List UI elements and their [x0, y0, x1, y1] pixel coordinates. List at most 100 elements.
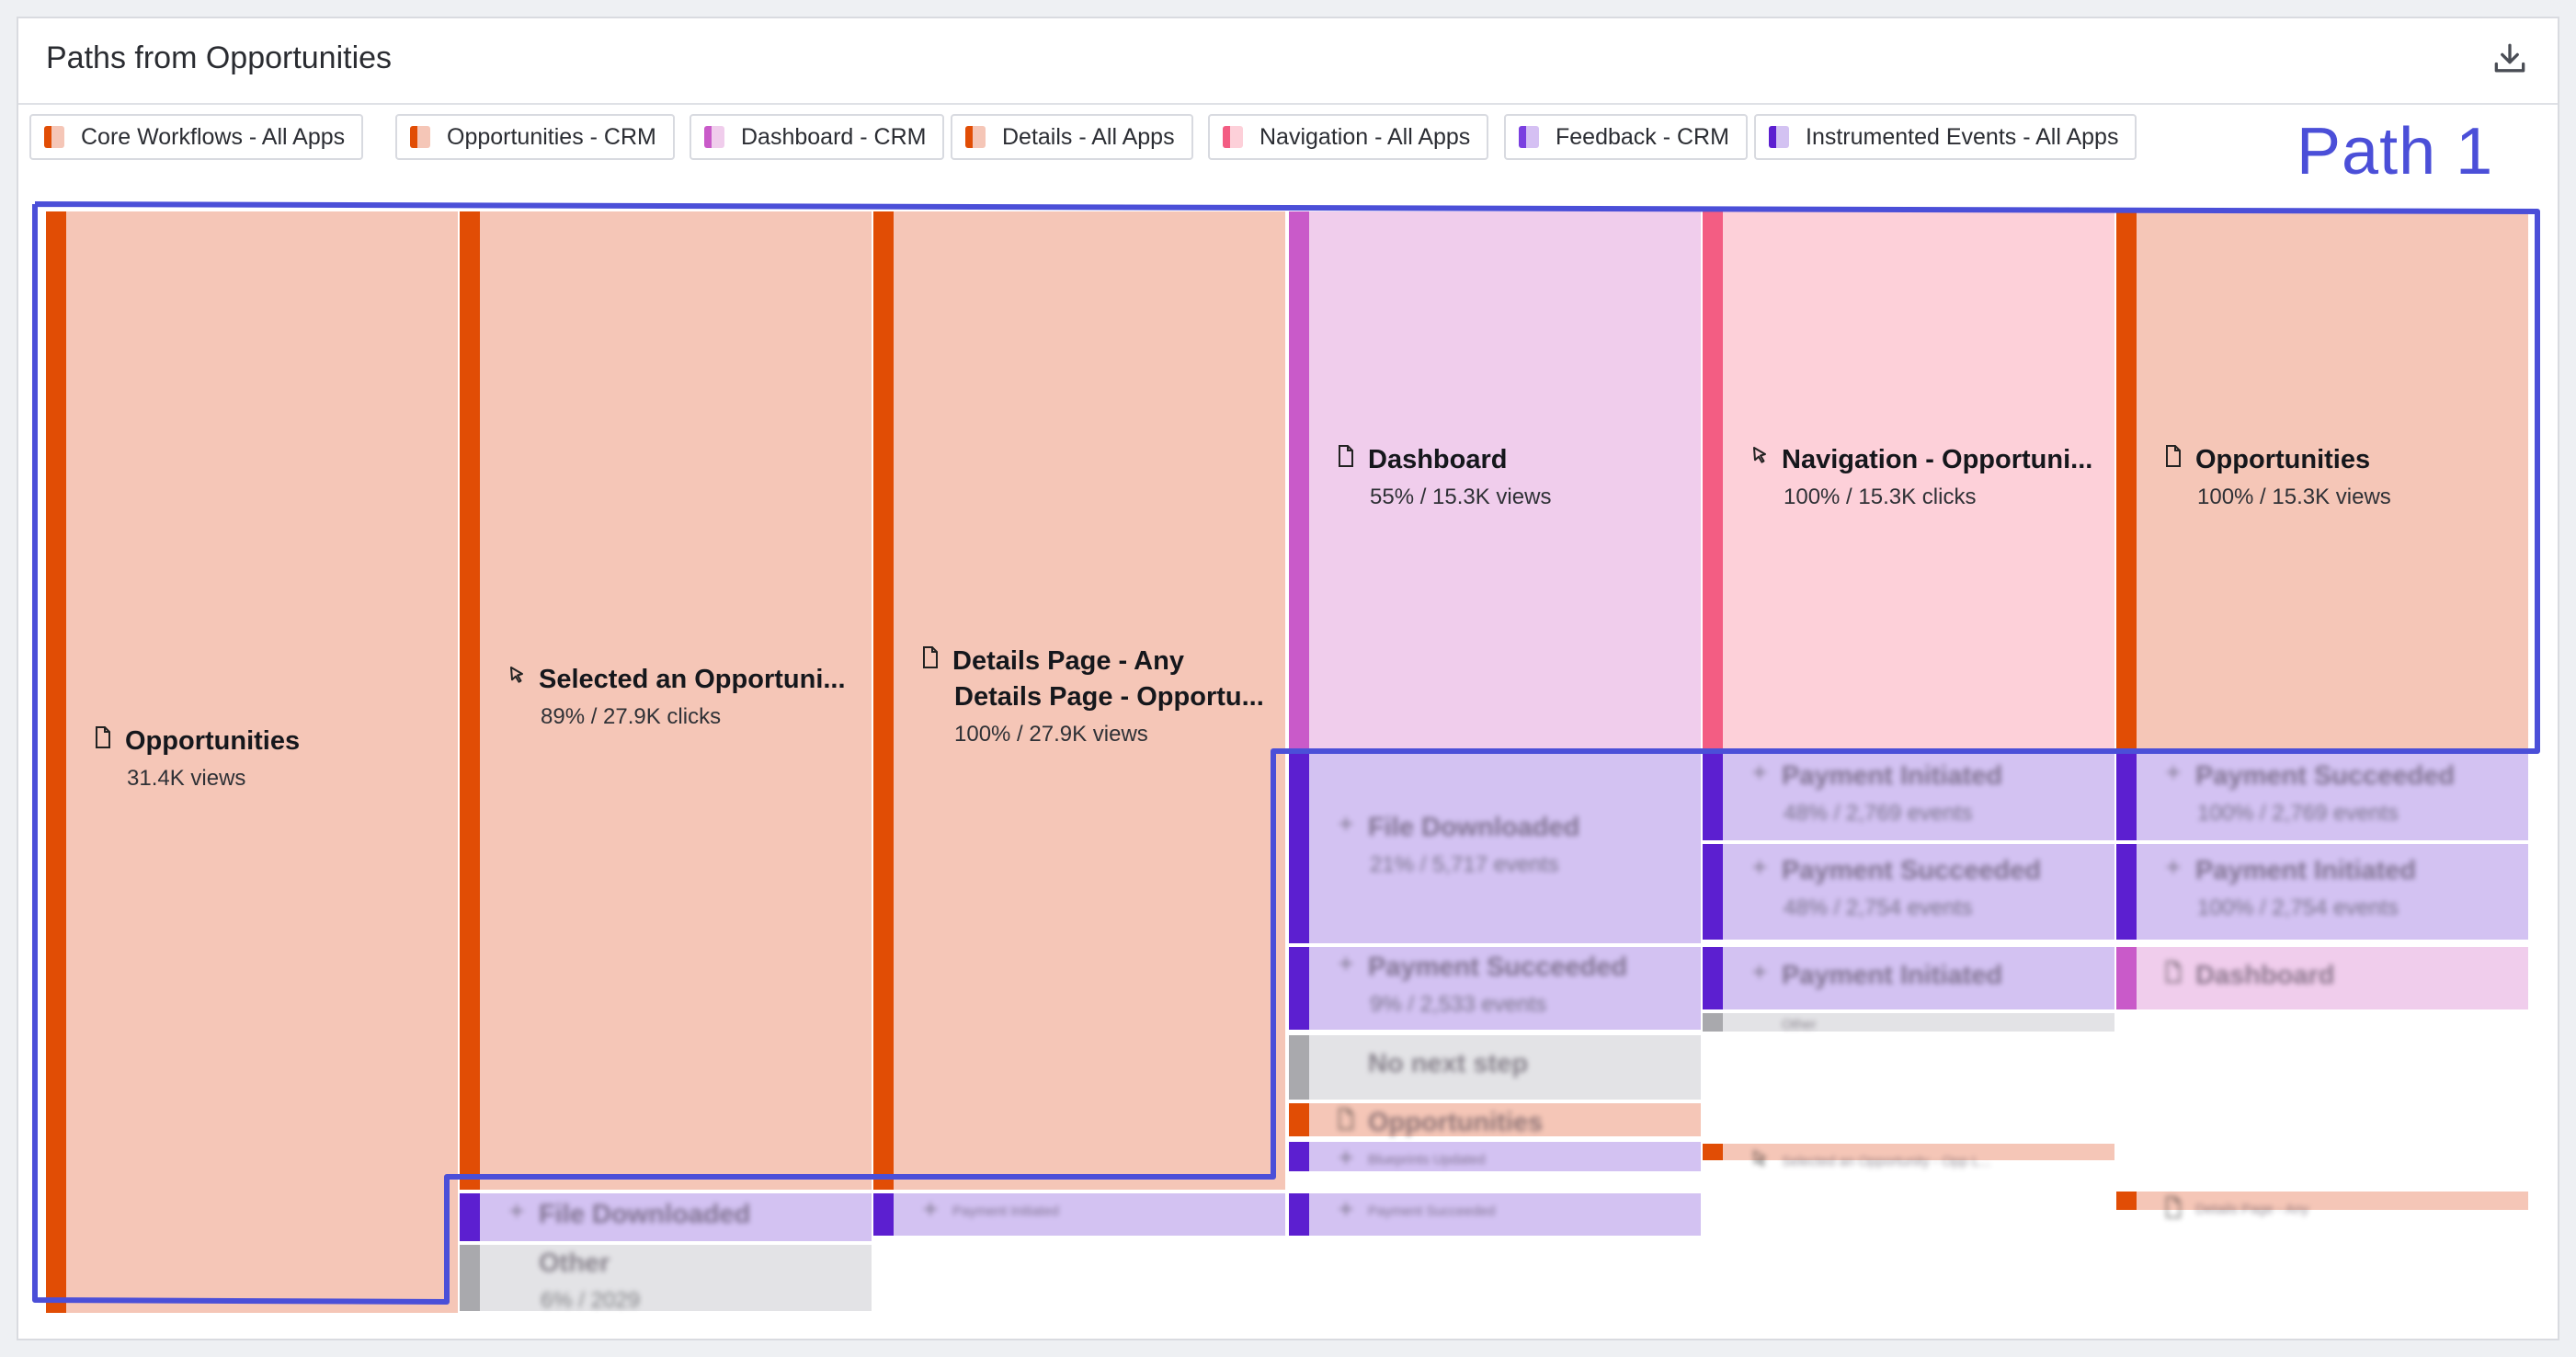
node-title: Payment Succeeded	[1368, 1203, 1496, 1219]
node-color-bar	[460, 1245, 480, 1311]
node-name: Selected an Opportuni...	[507, 664, 859, 695]
node-title: Selected an Opportuni...	[539, 664, 846, 694]
node-name: Selected an Opportunity - Opp L...	[1750, 1147, 2102, 1175]
path-node[interactable]: Payment Initiated 100% / 2,754 events	[2116, 844, 2528, 940]
path-node[interactable]: Payment Initiated	[1703, 947, 2114, 1009]
page-icon	[2164, 960, 2183, 991]
node-name: Details Page - Any	[921, 645, 1272, 677]
event-icon	[2164, 760, 2183, 792]
legend-swatch	[704, 126, 724, 148]
node-title: File Downloaded	[539, 1199, 751, 1229]
legend-label: Dashboard - CRM	[741, 123, 927, 150]
path-node[interactable]: File Downloaded 21% / 5,717 events	[1289, 754, 1701, 943]
cursor-icon	[507, 664, 526, 695]
node-color-bar	[460, 211, 480, 1190]
node-color-bar	[2116, 1192, 2137, 1210]
node-name: Dashboard	[1337, 444, 1688, 475]
node-title: Payment Succeeded	[1368, 952, 1628, 982]
page-icon	[1337, 1107, 1355, 1138]
node-stat: 100% / 2,754 events	[2197, 895, 2399, 920]
event-icon	[1750, 960, 1769, 991]
legend-chip-feedback[interactable]: Feedback - CRM	[1504, 114, 1748, 160]
legend-swatch	[44, 126, 64, 148]
legend-chip-navigation[interactable]: Navigation - All Apps	[1208, 114, 1489, 160]
node-label: Dashboard 55% / 15.3K views	[1337, 444, 1688, 510]
node-color-bar	[873, 1193, 894, 1236]
path-node[interactable]: Payment Initiated	[873, 1193, 1285, 1236]
node-title: Dashboard	[1368, 444, 1508, 474]
path-node[interactable]: No next step	[1289, 1035, 1701, 1100]
node-title: Payment Initiated	[2195, 855, 2417, 885]
event-icon	[1337, 1146, 1355, 1173]
event-icon	[921, 1197, 940, 1225]
node-color-bar	[1703, 1144, 1723, 1160]
node-color-bar	[1289, 211, 1309, 750]
path-node[interactable]: Details Page - Any	[2116, 1192, 2528, 1218]
page-icon	[1337, 444, 1355, 475]
node-color-bar	[2116, 211, 2137, 750]
panel-header: Paths from Opportunities	[18, 18, 2558, 105]
node-color-bar	[1703, 947, 1723, 1009]
path-node[interactable]: Blueprints Updated	[1289, 1142, 1701, 1171]
path-node[interactable]: Payment Succeeded 48% / 2,754 events	[1703, 844, 2114, 940]
node-title: Payment Initiated	[1782, 760, 2003, 791]
legend-chip-core-workflows[interactable]: Core Workflows - All Apps	[29, 114, 364, 160]
node-name: Payment Initiated	[1750, 760, 2102, 792]
node-name: Other	[1750, 1017, 2102, 1032]
node-label: Payment Initiated 48% / 2,769 events	[1750, 760, 2102, 827]
page-icon	[2164, 444, 2183, 475]
event-icon	[1337, 812, 1355, 843]
legend-label: Feedback - CRM	[1556, 123, 1729, 150]
path-node[interactable]: Selected an Opportuni... 89% / 27.9K clic…	[460, 211, 872, 1190]
node-title: Navigation - Opportuni...	[1782, 444, 2093, 474]
path-node[interactable]: Payment Succeeded 100% / 2,769 events	[2116, 754, 2528, 840]
panel-title: Paths from Opportunities	[46, 40, 393, 75]
node-name: Payment Succeeded	[1750, 855, 2102, 886]
path-node[interactable]: Payment Succeeded 9% / 2,533 events	[1289, 947, 1701, 1030]
path-node[interactable]: Other 6% / 2029	[460, 1245, 872, 1313]
node-color-bar	[873, 211, 894, 1190]
node-name: Payment Initiated	[921, 1197, 1272, 1225]
node-title: Dashboard	[2195, 960, 2335, 990]
node-stat: 100% / 15.3K clicks	[1784, 485, 1977, 509]
path-node[interactable]: Dashboard	[2116, 947, 2528, 1009]
path-node[interactable]: Dashboard 55% / 15.3K views	[1289, 211, 1701, 750]
node-name: Other	[507, 1249, 859, 1279]
node-label: Blueprints Updated	[1337, 1146, 1688, 1173]
legend-swatch	[410, 126, 430, 148]
legend-chip-dashboard[interactable]: Dashboard - CRM	[690, 114, 945, 160]
path-node[interactable]: Other	[1703, 1013, 2114, 1032]
node-label: Details Page - Any Details Page - Opportu…	[921, 645, 1272, 747]
path-node[interactable]: Payment Succeeded	[1289, 1193, 1701, 1236]
path-node[interactable]: Opportunities 100% / 15.3K views	[2116, 211, 2528, 750]
path-node[interactable]: Payment Initiated 48% / 2,769 events	[1703, 754, 2114, 840]
node-name: File Downloaded	[507, 1199, 859, 1230]
event-icon	[1750, 855, 1769, 886]
node-title: Blueprints Updated	[1368, 1151, 1486, 1168]
legend-chip-opportunities[interactable]: Opportunities - CRM	[395, 114, 675, 160]
node-title: Payment Initiated	[1782, 960, 2003, 990]
legend-chip-instrumented-events[interactable]: Instrumented Events - All Apps	[1754, 114, 2137, 160]
node-label: File Downloaded 21% / 5,717 events	[1337, 812, 1688, 878]
path-node[interactable]: Opportunities	[1289, 1103, 1701, 1138]
page-icon	[921, 645, 940, 677]
node-label: File Downloaded	[507, 1199, 859, 1230]
page-icon	[2164, 1195, 2183, 1223]
path-node[interactable]: File Downloaded	[460, 1193, 872, 1241]
legend-chip-details[interactable]: Details - All Apps	[951, 114, 1193, 160]
path-node[interactable]: Selected an Opportunity - Opp L...	[1703, 1144, 2114, 1169]
node-title: No next step	[1368, 1049, 1529, 1078]
node-title: Details Page - Any	[2195, 1201, 2309, 1217]
node-color-bar	[1703, 754, 1723, 840]
path-node[interactable]: Navigation - Opportuni... 100% / 15.3K cl…	[1703, 211, 2114, 750]
node-label: Opportunities	[1337, 1107, 1688, 1138]
node-title: File Downloaded	[1368, 812, 1580, 842]
path-node[interactable]: Opportunities 31.4K views	[46, 211, 458, 1313]
path-node[interactable]: Details Page - Any Details Page - Opportu…	[873, 211, 1285, 1190]
download-button[interactable]	[2490, 39, 2530, 79]
legend-swatch	[1769, 126, 1789, 148]
node-color-bar	[460, 1193, 480, 1241]
node-name: Details Page - Any	[2164, 1195, 2515, 1223]
node-name: No next step	[1337, 1049, 1688, 1079]
